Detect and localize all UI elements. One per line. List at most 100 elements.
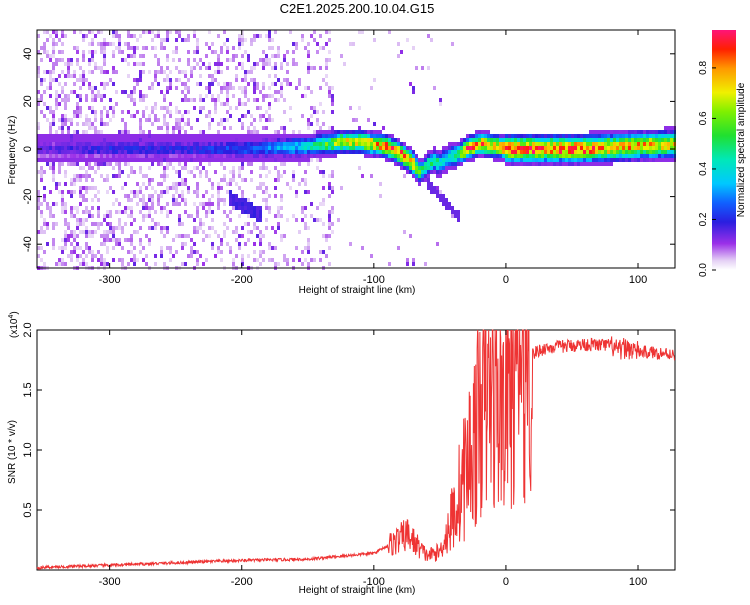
spectrogram-cell [508, 162, 511, 166]
spectrogram-cell [613, 142, 616, 146]
spectrogram-cell [316, 118, 319, 122]
spectrogram-cell [325, 254, 328, 258]
spectrogram-cell [220, 258, 223, 262]
spectrogram-cell [46, 106, 49, 110]
spectrogram-cell [220, 250, 223, 254]
spectrogram-cell [334, 142, 337, 146]
spectrogram-cell [637, 134, 640, 138]
spectrogram-cell [538, 158, 541, 162]
spectrogram-cell [127, 154, 130, 158]
spectrogram-x-tick-label: 0 [503, 274, 509, 286]
spectrogram-cell [67, 238, 70, 242]
spectrogram-cell [166, 214, 169, 218]
spectrogram-cell [40, 78, 43, 82]
spectrogram-cell [208, 74, 211, 78]
spectrogram-cells [37, 30, 676, 270]
spectrogram-cell [61, 34, 64, 38]
spectrogram-cell [301, 134, 304, 138]
spectrogram-cell [52, 202, 55, 206]
spectrogram-cell [229, 114, 232, 118]
spectrogram-cell [67, 142, 70, 146]
spectrogram-cell [457, 146, 460, 150]
spectrogram-cell [97, 30, 100, 34]
spectrogram-cell [217, 206, 220, 210]
spectrogram-cell [103, 70, 106, 74]
spectrogram-cell [91, 198, 94, 202]
spectrogram-cell [139, 146, 142, 150]
spectrogram-cell [100, 118, 103, 122]
spectrogram-cell [184, 134, 187, 138]
spectrogram-cell [136, 110, 139, 114]
spectrogram-cell [322, 198, 325, 202]
spectrogram-cell [169, 134, 172, 138]
spectrogram-cell [346, 150, 349, 154]
spectrogram-cell [82, 158, 85, 162]
spectrogram-cell [106, 142, 109, 146]
spectrogram-cell [214, 154, 217, 158]
spectrogram-cell [76, 146, 79, 150]
spectrogram-cell [445, 150, 448, 154]
spectrogram-cell [328, 30, 331, 34]
spectrogram-cell [181, 234, 184, 238]
spectrogram-cell [274, 130, 277, 134]
spectrogram-cell [478, 146, 481, 150]
spectrogram-cell [130, 238, 133, 242]
spectrogram-cell [406, 154, 409, 158]
spectrogram-cell [100, 94, 103, 98]
spectrogram-cell [202, 202, 205, 206]
spectrogram-cell [148, 242, 151, 246]
spectrogram-cell [265, 54, 268, 58]
spectrogram-cell [58, 126, 61, 130]
spectrogram-cell [304, 258, 307, 262]
spectrogram-cell [241, 210, 244, 214]
spectrogram-cell [208, 178, 211, 182]
spectrogram-cell [145, 94, 148, 98]
spectrogram-cell [187, 118, 190, 122]
spectrogram-cell [148, 114, 151, 118]
spectrogram-cell [259, 138, 262, 142]
spectrogram-cell [52, 54, 55, 58]
spectrogram-cell [508, 138, 511, 142]
spectrogram-cell [625, 142, 628, 146]
spectrogram-cell [211, 186, 214, 190]
spectrogram-cell [55, 30, 58, 34]
spectrogram-cell [595, 158, 598, 162]
spectrogram-cell [235, 182, 238, 186]
spectrogram-cell [199, 142, 202, 146]
spectrogram-cell [520, 142, 523, 146]
spectrogram-cell [304, 94, 307, 98]
spectrogram-cell [274, 74, 277, 78]
spectrogram-cell [424, 162, 427, 166]
spectrogram-cell [538, 134, 541, 138]
spectrogram-cell [307, 238, 310, 242]
spectrogram-cell [106, 238, 109, 242]
spectrogram-cell [124, 238, 127, 242]
spectrogram-cell [181, 146, 184, 150]
spectrogram-cell [217, 94, 220, 98]
spectrogram-cell [598, 150, 601, 154]
spectrogram-cell [223, 198, 226, 202]
spectrogram-cell [223, 166, 226, 170]
spectrogram-cell [109, 238, 112, 242]
spectrogram-cell [193, 134, 196, 138]
spectrogram-cell [439, 98, 442, 102]
spectrogram-cell [88, 30, 91, 34]
spectrogram-cell [70, 258, 73, 262]
spectrogram-cell [475, 142, 478, 146]
spectrogram-cell [88, 138, 91, 142]
spectrogram-x-ticks: -300 -200 -100 0 100 [99, 30, 647, 286]
spectrogram-cell [535, 146, 538, 150]
spectrogram-cell [250, 210, 253, 214]
spectrogram-cell [427, 34, 430, 38]
spectrogram-cell [217, 154, 220, 158]
spectrogram-cell [166, 190, 169, 194]
spectrogram-cell [391, 154, 394, 158]
spectrogram-cell [52, 122, 55, 126]
spectrogram-cell [559, 138, 562, 142]
spectrogram-cell [361, 134, 364, 138]
spectrogram-cell [544, 142, 547, 146]
spectrogram-cell [187, 138, 190, 142]
spectrogram-cell [427, 158, 430, 162]
spectrogram-cell [406, 262, 409, 266]
spectrogram-cell [208, 46, 211, 50]
